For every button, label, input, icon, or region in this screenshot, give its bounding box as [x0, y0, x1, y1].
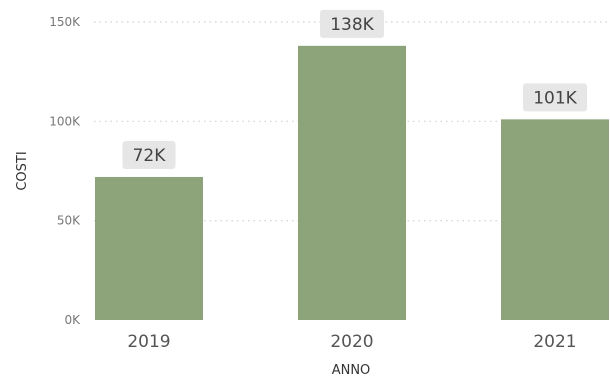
y-tick-label: 100K	[49, 114, 81, 128]
data-label-background	[320, 9, 384, 38]
x-tick-label: 2019	[127, 332, 170, 352]
bar[interactable]	[95, 176, 203, 320]
x-tick-label: 2020	[330, 332, 373, 352]
data-label-text: 101K	[533, 88, 577, 108]
data-label-background	[523, 83, 587, 112]
y-axis-ticks: 0K 50K 100K 150K	[49, 15, 81, 327]
y-tick-label: 50K	[57, 214, 81, 228]
x-axis-title: ANNO	[332, 363, 371, 378]
data-label-background	[122, 140, 176, 169]
y-tick-label: 150K	[49, 15, 81, 29]
data-labels: 72K 138K 101K	[122, 9, 587, 169]
data-label: 138K	[320, 9, 384, 38]
x-axis-ticks: 2019 2020 2021	[127, 332, 576, 352]
x-tick-label: 2021	[533, 332, 576, 352]
data-label-text: 138K	[330, 15, 374, 35]
bar[interactable]	[298, 45, 406, 321]
data-label: 72K	[122, 140, 176, 169]
bar[interactable]	[501, 119, 609, 320]
bars	[95, 45, 609, 321]
y-axis-title: COSTI	[15, 151, 30, 190]
y-tick-label: 0K	[64, 313, 81, 327]
data-label-text: 72K	[133, 146, 167, 166]
data-label: 101K	[523, 83, 587, 112]
